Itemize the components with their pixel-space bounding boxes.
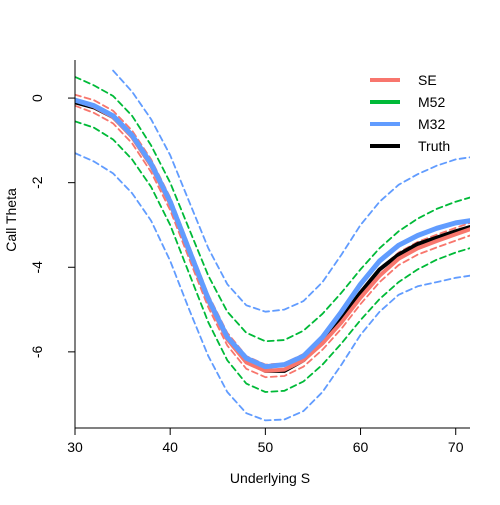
- x-tick-label: 30: [67, 439, 83, 455]
- legend: SE M52 M32 Truth: [370, 72, 450, 154]
- x-tick-label: 60: [353, 439, 369, 455]
- x-tick-label: 40: [162, 439, 178, 455]
- series-layer: [75, 69, 470, 422]
- legend-label-m52: M52: [418, 94, 445, 110]
- series-m32-upper: [112, 69, 470, 313]
- legend-label-m32: M32: [418, 116, 445, 132]
- y-tick-label: -4: [29, 261, 45, 274]
- x-tick-label: 70: [448, 439, 464, 455]
- x-axis-label: Underlying S: [230, 470, 310, 486]
- y-axis-label: Call Theta: [3, 188, 19, 252]
- y-tick-label: 0: [29, 94, 45, 102]
- series-m52-upper: [75, 76, 470, 343]
- legend-label-se: SE: [418, 72, 437, 88]
- axes: 30 40 50 60 70 0 -2 -4 -6: [29, 60, 470, 455]
- series-m32-lower: [75, 152, 470, 422]
- series-m52-lower: [75, 120, 470, 393]
- legend-label-truth: Truth: [418, 138, 450, 154]
- x-tick-label: 50: [258, 439, 274, 455]
- y-tick-label: -6: [29, 345, 45, 358]
- series-se-lower: [75, 104, 470, 379]
- y-tick-label: -2: [29, 176, 45, 189]
- series-m32: [75, 97, 470, 370]
